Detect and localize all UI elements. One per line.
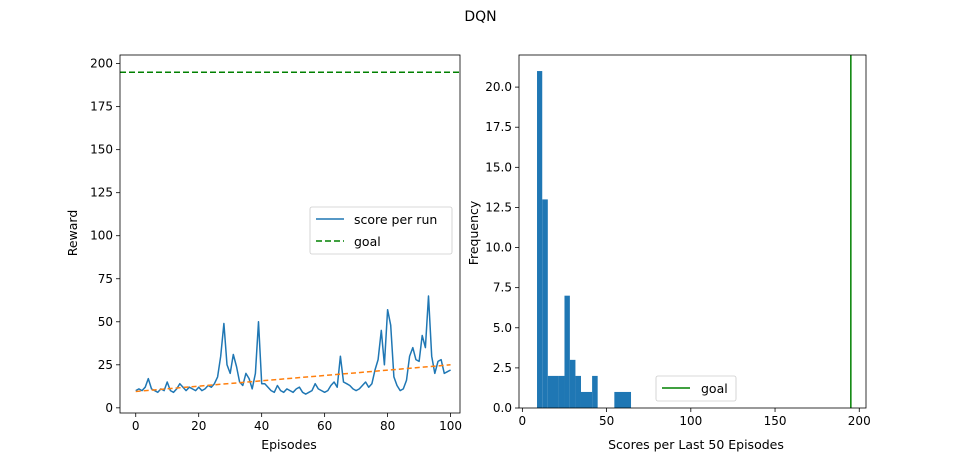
x-axis-label: Scores per Last 50 Episodes [608, 437, 784, 452]
x-tick-label: 200 [848, 414, 871, 428]
y-tick-label: 12.5 [485, 200, 512, 214]
y-tick-label: 25 [98, 358, 113, 372]
x-tick-label: 100 [439, 419, 462, 433]
x-tick-label: 100 [679, 414, 702, 428]
y-tick-label: 200 [90, 57, 113, 71]
y-tick-label: 20.0 [485, 80, 512, 94]
y-tick-label: 175 [90, 100, 113, 114]
y-tick-label: 75 [98, 272, 113, 286]
x-tick-label: 60 [317, 419, 332, 433]
histogram-bar [542, 199, 548, 408]
x-tick-label: 20 [191, 419, 206, 433]
histogram-bar [592, 375, 598, 408]
legend-box [309, 206, 453, 255]
y-tick-label: 2.5 [493, 361, 512, 375]
plot-frame [518, 54, 867, 409]
score-histogram: Scores per Last 50 Episodes Frequency 0 5… [466, 54, 871, 452]
y-tick-label: 10.0 [485, 241, 512, 255]
y-tick-label: 5.0 [493, 321, 512, 335]
y-tick-label: 0 [105, 401, 113, 415]
x-tick-label: 150 [764, 414, 787, 428]
y-axis-label: Reward [65, 210, 80, 257]
histogram-bar [580, 391, 593, 408]
y-tick-label: 150 [90, 143, 113, 157]
histogram-bar [569, 359, 576, 408]
histogram-bar [564, 295, 570, 408]
legend-label: goal [354, 234, 381, 249]
y-tick-label: 50 [98, 315, 113, 329]
histogram-bar [558, 375, 565, 408]
y-tick-label: 7.5 [493, 281, 512, 295]
figure-title: DQN [464, 9, 496, 25]
legend-label: goal [701, 381, 728, 396]
x-tick-label: 40 [254, 419, 269, 433]
legend-box [655, 375, 737, 402]
x-tick-label: 80 [380, 419, 395, 433]
histogram-bar [547, 375, 559, 408]
legend-label: score per run [354, 212, 437, 227]
x-tick-label: 0 [519, 414, 527, 428]
legend: goal [655, 375, 737, 402]
reward-line-chart: Episodes Reward 0 20 40 60 80 100 0 25 50 75 100 12… [65, 54, 462, 452]
x-tick-label: 0 [132, 419, 140, 433]
y-axis-label: Frequency [466, 200, 481, 265]
legend: score per run goal [309, 206, 453, 255]
y-tick-label: 0.0 [493, 401, 512, 415]
histogram-bar [537, 71, 543, 409]
plot-frame [119, 54, 461, 414]
trend-line [135, 364, 451, 393]
x-axis-label: Episodes [261, 437, 317, 452]
y-tick-label: 15.0 [485, 160, 512, 174]
y-tick-label: 125 [90, 186, 113, 200]
x-tick-label: 50 [599, 414, 614, 428]
score-per-run-line [135, 295, 451, 395]
y-tick-label: 100 [90, 229, 113, 243]
y-tick-label: 17.5 [485, 120, 512, 134]
histogram-bar [575, 375, 581, 408]
histogram-bar [614, 391, 632, 408]
